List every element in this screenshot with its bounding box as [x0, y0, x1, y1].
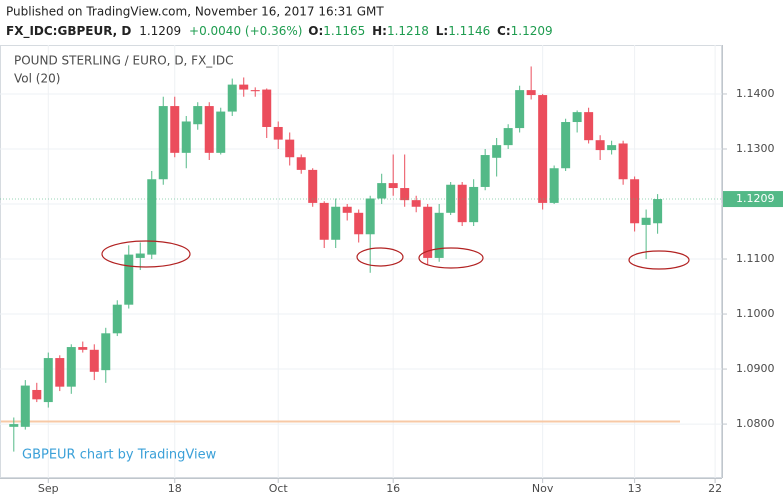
candle-body — [181, 121, 191, 153]
y-tick-label: 1.0800 — [736, 417, 775, 430]
ellipse — [356, 247, 404, 267]
symbol-line: FX_IDC:GBPEUR, D 1.1209 +0.0040 (+0.36%)… — [6, 24, 553, 39]
candle-body — [262, 89, 272, 127]
candle-body — [78, 347, 88, 350]
candle-body — [308, 169, 318, 203]
x-tick-label: Oct — [269, 482, 289, 495]
candle-body — [607, 145, 617, 151]
candle-body — [377, 183, 387, 199]
candle-body — [515, 90, 525, 129]
candle-body — [561, 122, 571, 169]
candle-body — [32, 389, 42, 400]
candle-body — [526, 90, 536, 96]
candle-body — [480, 155, 490, 187]
candle-body — [170, 106, 180, 153]
candle-body — [55, 358, 65, 387]
x-tick-label: 16 — [386, 482, 400, 495]
candle-body — [630, 179, 640, 224]
ellipse — [101, 240, 191, 268]
y-tick-label: 1.1400 — [736, 87, 775, 100]
candle-body — [457, 184, 467, 223]
y-tick-label: 1.1100 — [736, 252, 775, 265]
candle-body — [641, 217, 651, 225]
change: +0.0040 (+0.36%) — [189, 24, 302, 38]
x-tick-label: 18 — [168, 482, 182, 495]
annotations — [101, 240, 690, 270]
candle-body — [101, 333, 111, 371]
candle-body — [296, 157, 306, 170]
candle-body — [584, 112, 594, 141]
candle-body — [250, 90, 260, 92]
candle-body — [89, 349, 99, 372]
candle-body — [572, 112, 582, 123]
candle-body — [273, 126, 283, 140]
x-tick-label: Nov — [532, 482, 554, 495]
candle-body — [158, 106, 168, 180]
low-value: 1.1146 — [448, 24, 490, 38]
candle-body — [653, 199, 663, 224]
candle-body — [285, 139, 295, 158]
candle-body — [411, 200, 421, 207]
price-tag-label: 1.1209 — [736, 192, 775, 205]
y-tick-label: 1.1300 — [736, 142, 775, 155]
symbol: FX_IDC:GBPEUR, D — [6, 24, 131, 39]
candle-body — [469, 186, 479, 223]
candle-body — [135, 253, 145, 258]
candle-body — [503, 128, 513, 146]
candle-body — [434, 212, 444, 258]
candle-body — [9, 424, 19, 427]
candle-body — [227, 84, 237, 112]
legend: POUND STERLING / EURO, D, FX_IDC — [14, 54, 233, 68]
candle-body — [147, 179, 157, 255]
x-tick-label: 13 — [628, 482, 642, 495]
candle-body — [239, 84, 249, 90]
candle-body — [492, 145, 502, 158]
candle-body — [618, 143, 628, 180]
candle-body — [43, 358, 53, 403]
ellipse — [418, 247, 484, 269]
candle-body — [124, 254, 134, 305]
x-tick-label: 22 — [708, 482, 722, 495]
candle-body — [595, 140, 605, 151]
close-value: 1.1209 — [511, 24, 553, 38]
candle-body — [549, 168, 559, 203]
low-label: L: — [436, 24, 448, 38]
open-value: 1.1165 — [323, 24, 365, 38]
candle-body — [193, 106, 203, 125]
candle-body — [538, 95, 548, 203]
x-tick-label: Sep — [38, 482, 59, 495]
candle-body — [388, 183, 398, 189]
high-label: H: — [372, 24, 387, 38]
candle-body — [342, 206, 352, 213]
candle-body — [331, 206, 341, 240]
candle-body — [204, 106, 214, 153]
open-label: O: — [308, 24, 323, 38]
volume-label: Vol (20) — [14, 72, 60, 86]
price-tag — [723, 191, 783, 208]
candle-body — [400, 188, 410, 201]
ellipse — [628, 250, 690, 270]
candle-body — [423, 206, 433, 258]
candle-body — [20, 385, 30, 427]
candle-body — [354, 212, 364, 235]
candle-body — [216, 111, 226, 153]
price: 1.1209 — [139, 24, 181, 38]
candle-body — [66, 347, 76, 387]
y-tick-label: 1.0900 — [736, 362, 775, 375]
watermark: GBPEUR chart by TradingView — [22, 448, 217, 463]
high-value: 1.1218 — [387, 24, 429, 38]
y-tick-label: 1.1000 — [736, 307, 775, 320]
candle-body — [112, 304, 122, 334]
close-label: C: — [497, 24, 511, 38]
candle-body — [319, 202, 329, 240]
published-note: Published on TradingView.com, November 1… — [6, 5, 384, 19]
candle-body — [365, 198, 375, 235]
